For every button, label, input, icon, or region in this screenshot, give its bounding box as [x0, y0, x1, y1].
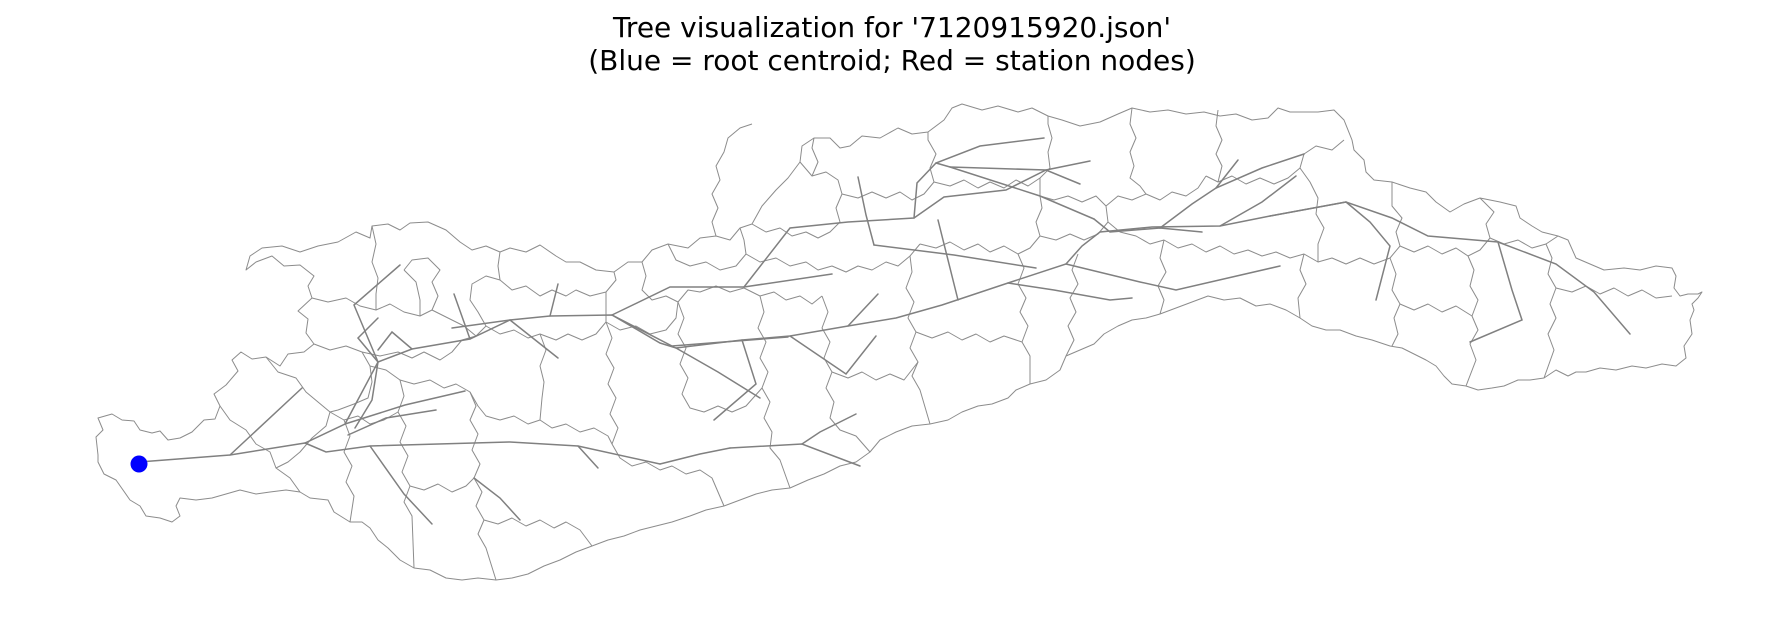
tree-edge — [1469, 241, 1523, 343]
subbasin-boundary — [751, 161, 843, 239]
tree-edge — [377, 330, 413, 351]
subbasin-boundary — [711, 123, 753, 237]
tree-edge — [935, 162, 1095, 220]
subbasin-boundary — [1543, 243, 1557, 379]
tree-edge — [729, 443, 861, 467]
subbasin-boundary — [431, 309, 477, 337]
basin-boundaries — [95, 103, 1703, 581]
subbasin-boundary — [1065, 253, 1079, 357]
tree-edge — [369, 445, 433, 525]
subbasin-boundary — [905, 255, 931, 425]
subbasin-boundary — [1039, 175, 1207, 241]
tree-edge — [675, 347, 761, 399]
tree-edge — [344, 390, 466, 425]
tree-edge — [229, 387, 303, 456]
tree-edge — [659, 447, 731, 465]
tree-edge — [611, 273, 833, 316]
subbasin-boundary — [1017, 253, 1031, 384]
subbasin-boundary — [343, 419, 355, 523]
subbasin-boundary — [1215, 109, 1223, 183]
subbasin-boundary — [369, 365, 541, 425]
subbasin-boundary — [1205, 139, 1345, 185]
tree-edge — [873, 244, 1037, 269]
tree-edge — [473, 477, 521, 521]
root-marker — [130, 455, 148, 473]
tree-edge — [743, 160, 1091, 288]
tree-edge — [949, 166, 1081, 185]
subbasin-boundary — [919, 178, 1043, 255]
subbasin-boundary — [1299, 167, 1325, 262]
tree-edge — [577, 445, 599, 469]
tree-edge — [509, 319, 559, 359]
tree-edge — [789, 335, 877, 376]
tree-edge — [1345, 201, 1391, 301]
tree-edge — [801, 413, 857, 445]
subbasin-boundary — [1129, 107, 1147, 195]
tree-edge — [356, 317, 379, 363]
tree-edge — [353, 264, 401, 363]
tree-edge — [354, 361, 379, 429]
tree-edge — [937, 219, 959, 301]
subbasin-boundary — [821, 295, 871, 453]
subbasin-boundary — [1399, 197, 1495, 257]
tree-edge — [138, 201, 1631, 463]
tree-edge — [1159, 153, 1305, 229]
tree-edge — [1215, 159, 1239, 189]
subbasin-boundary — [1399, 303, 1473, 317]
tree-edges — [138, 137, 1631, 525]
tree-edge — [847, 293, 879, 327]
root-centroid-node — [130, 455, 148, 473]
subbasin-boundary — [485, 292, 607, 341]
subbasin-boundary — [361, 275, 501, 361]
subbasin-boundary — [1107, 182, 1403, 265]
figure-title-line-2: (Blue = root centroid; Red = station nod… — [588, 44, 1196, 77]
subbasin-boundary — [1465, 255, 1479, 387]
tree-edge — [453, 293, 471, 340]
subbasin-boundary — [841, 132, 937, 201]
tree-edge — [304, 441, 661, 465]
subbasin-boundary — [403, 269, 421, 316]
tree-edge — [1093, 218, 1203, 233]
tree-edge — [1065, 263, 1281, 291]
subbasin-boundary — [397, 379, 415, 569]
subbasin-boundary — [915, 331, 1023, 343]
subbasin-boundary — [641, 261, 679, 303]
tree-edge — [713, 339, 757, 421]
tree-edge — [1269, 201, 1347, 217]
subbasin-boundary — [1389, 257, 1401, 347]
subbasin-boundary — [831, 361, 919, 381]
tree-edge — [347, 409, 437, 436]
subbasin-boundary — [409, 477, 475, 493]
subbasin-boundary — [745, 243, 921, 273]
tree-edge — [857, 176, 875, 246]
subbasin-boundary — [469, 391, 497, 581]
subbasin-boundary — [313, 343, 373, 413]
basin-outline — [95, 103, 1703, 581]
figure-title-line-1: Tree visualization for '7120915920.json' — [612, 11, 1171, 44]
tree-edge — [451, 319, 511, 329]
subbasin-boundary — [219, 405, 301, 493]
tree-edge — [611, 314, 789, 347]
subbasin-boundary — [1297, 253, 1307, 319]
subbasin-boundary — [605, 285, 823, 335]
tree-edge — [1007, 282, 1133, 301]
subbasin-boundary — [371, 225, 379, 310]
subbasin-boundary — [1039, 195, 1107, 207]
subbasin-boundary — [667, 227, 747, 271]
subbasin-boundary — [933, 116, 1053, 189]
subbasin-boundary — [811, 137, 819, 177]
subbasin-boundary — [539, 419, 613, 445]
subbasin-boundary — [757, 295, 791, 489]
tree-edge — [549, 283, 559, 317]
subbasin-boundary — [1157, 239, 1167, 315]
subbasin-boundary — [605, 321, 725, 507]
subbasin-boundary — [1555, 285, 1673, 299]
tree-edge — [1219, 175, 1297, 227]
subbasin-boundary — [1489, 235, 1559, 249]
subbasin-boundary — [483, 517, 593, 547]
subbasin-boundary — [677, 301, 763, 413]
